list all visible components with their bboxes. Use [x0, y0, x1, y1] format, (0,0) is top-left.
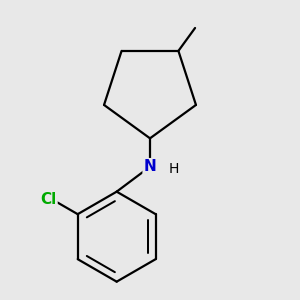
- Text: Cl: Cl: [40, 192, 56, 207]
- Text: H: H: [169, 162, 179, 176]
- Text: N: N: [144, 159, 156, 174]
